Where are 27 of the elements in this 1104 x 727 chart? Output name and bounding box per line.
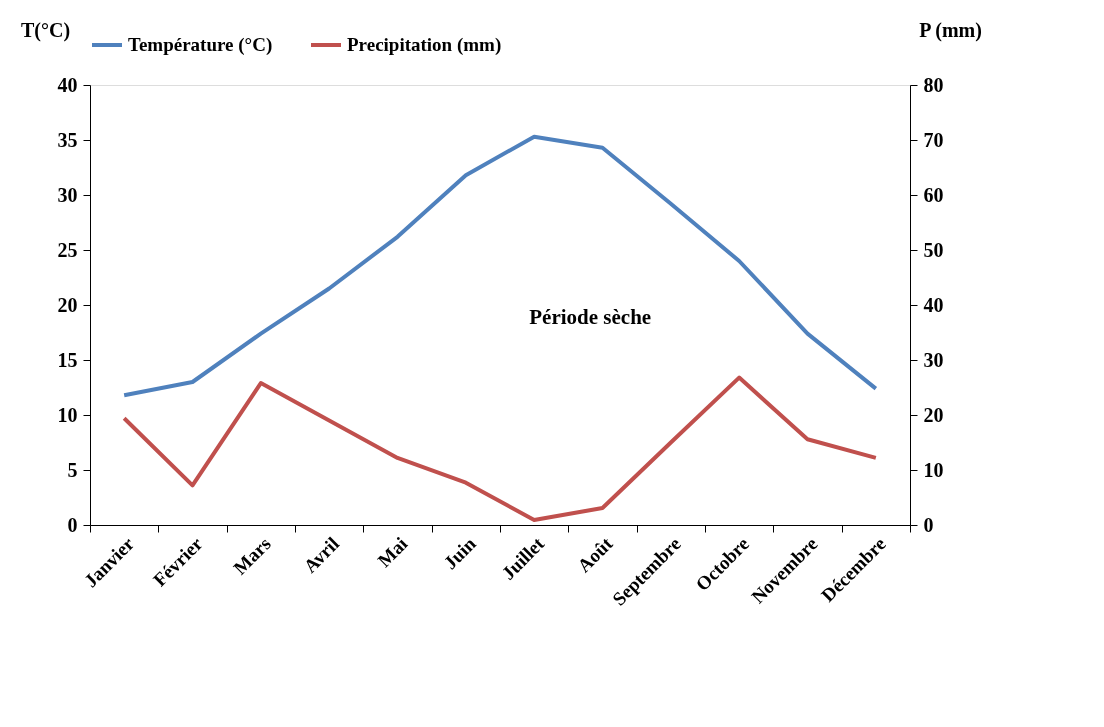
annotation: Période sèche: [529, 305, 652, 330]
y-tick-label: 15: [57, 348, 78, 371]
legend-label: Precipitation (mm): [347, 34, 502, 56]
y2-tick-label: 20: [923, 403, 944, 426]
y2-axis-title: P (mm): [919, 18, 982, 42]
y2-tick-label: 0: [923, 513, 934, 536]
y-tick-label: 5: [67, 458, 78, 481]
y2-tick-label: 30: [923, 348, 944, 371]
legend-label: Température (°C): [128, 34, 273, 56]
y2-tick-label: 10: [923, 458, 944, 481]
y-axis-title: T(°C): [20, 18, 71, 42]
line-series: [122, 134, 878, 398]
y2-tick-label: 50: [923, 238, 944, 261]
y2-tick-label: 40: [923, 293, 944, 316]
y-tick-label: 20: [57, 293, 78, 316]
y2-tick-label: 60: [923, 183, 944, 206]
y-tick-label: 40: [57, 73, 78, 96]
y-tick-label: 30: [57, 183, 78, 206]
y2-tick-label: 80: [923, 73, 944, 96]
y-tick-label: 10: [57, 403, 78, 426]
y-tick-label: 25: [57, 238, 78, 261]
x-tick-label: Mai: [373, 533, 412, 572]
y-tick-label: 0: [67, 513, 78, 536]
line-series: [122, 375, 878, 523]
y-tick-label: 35: [57, 128, 78, 151]
y2-tick-label: 70: [923, 128, 944, 151]
x-tick-label: Juin: [439, 532, 481, 574]
